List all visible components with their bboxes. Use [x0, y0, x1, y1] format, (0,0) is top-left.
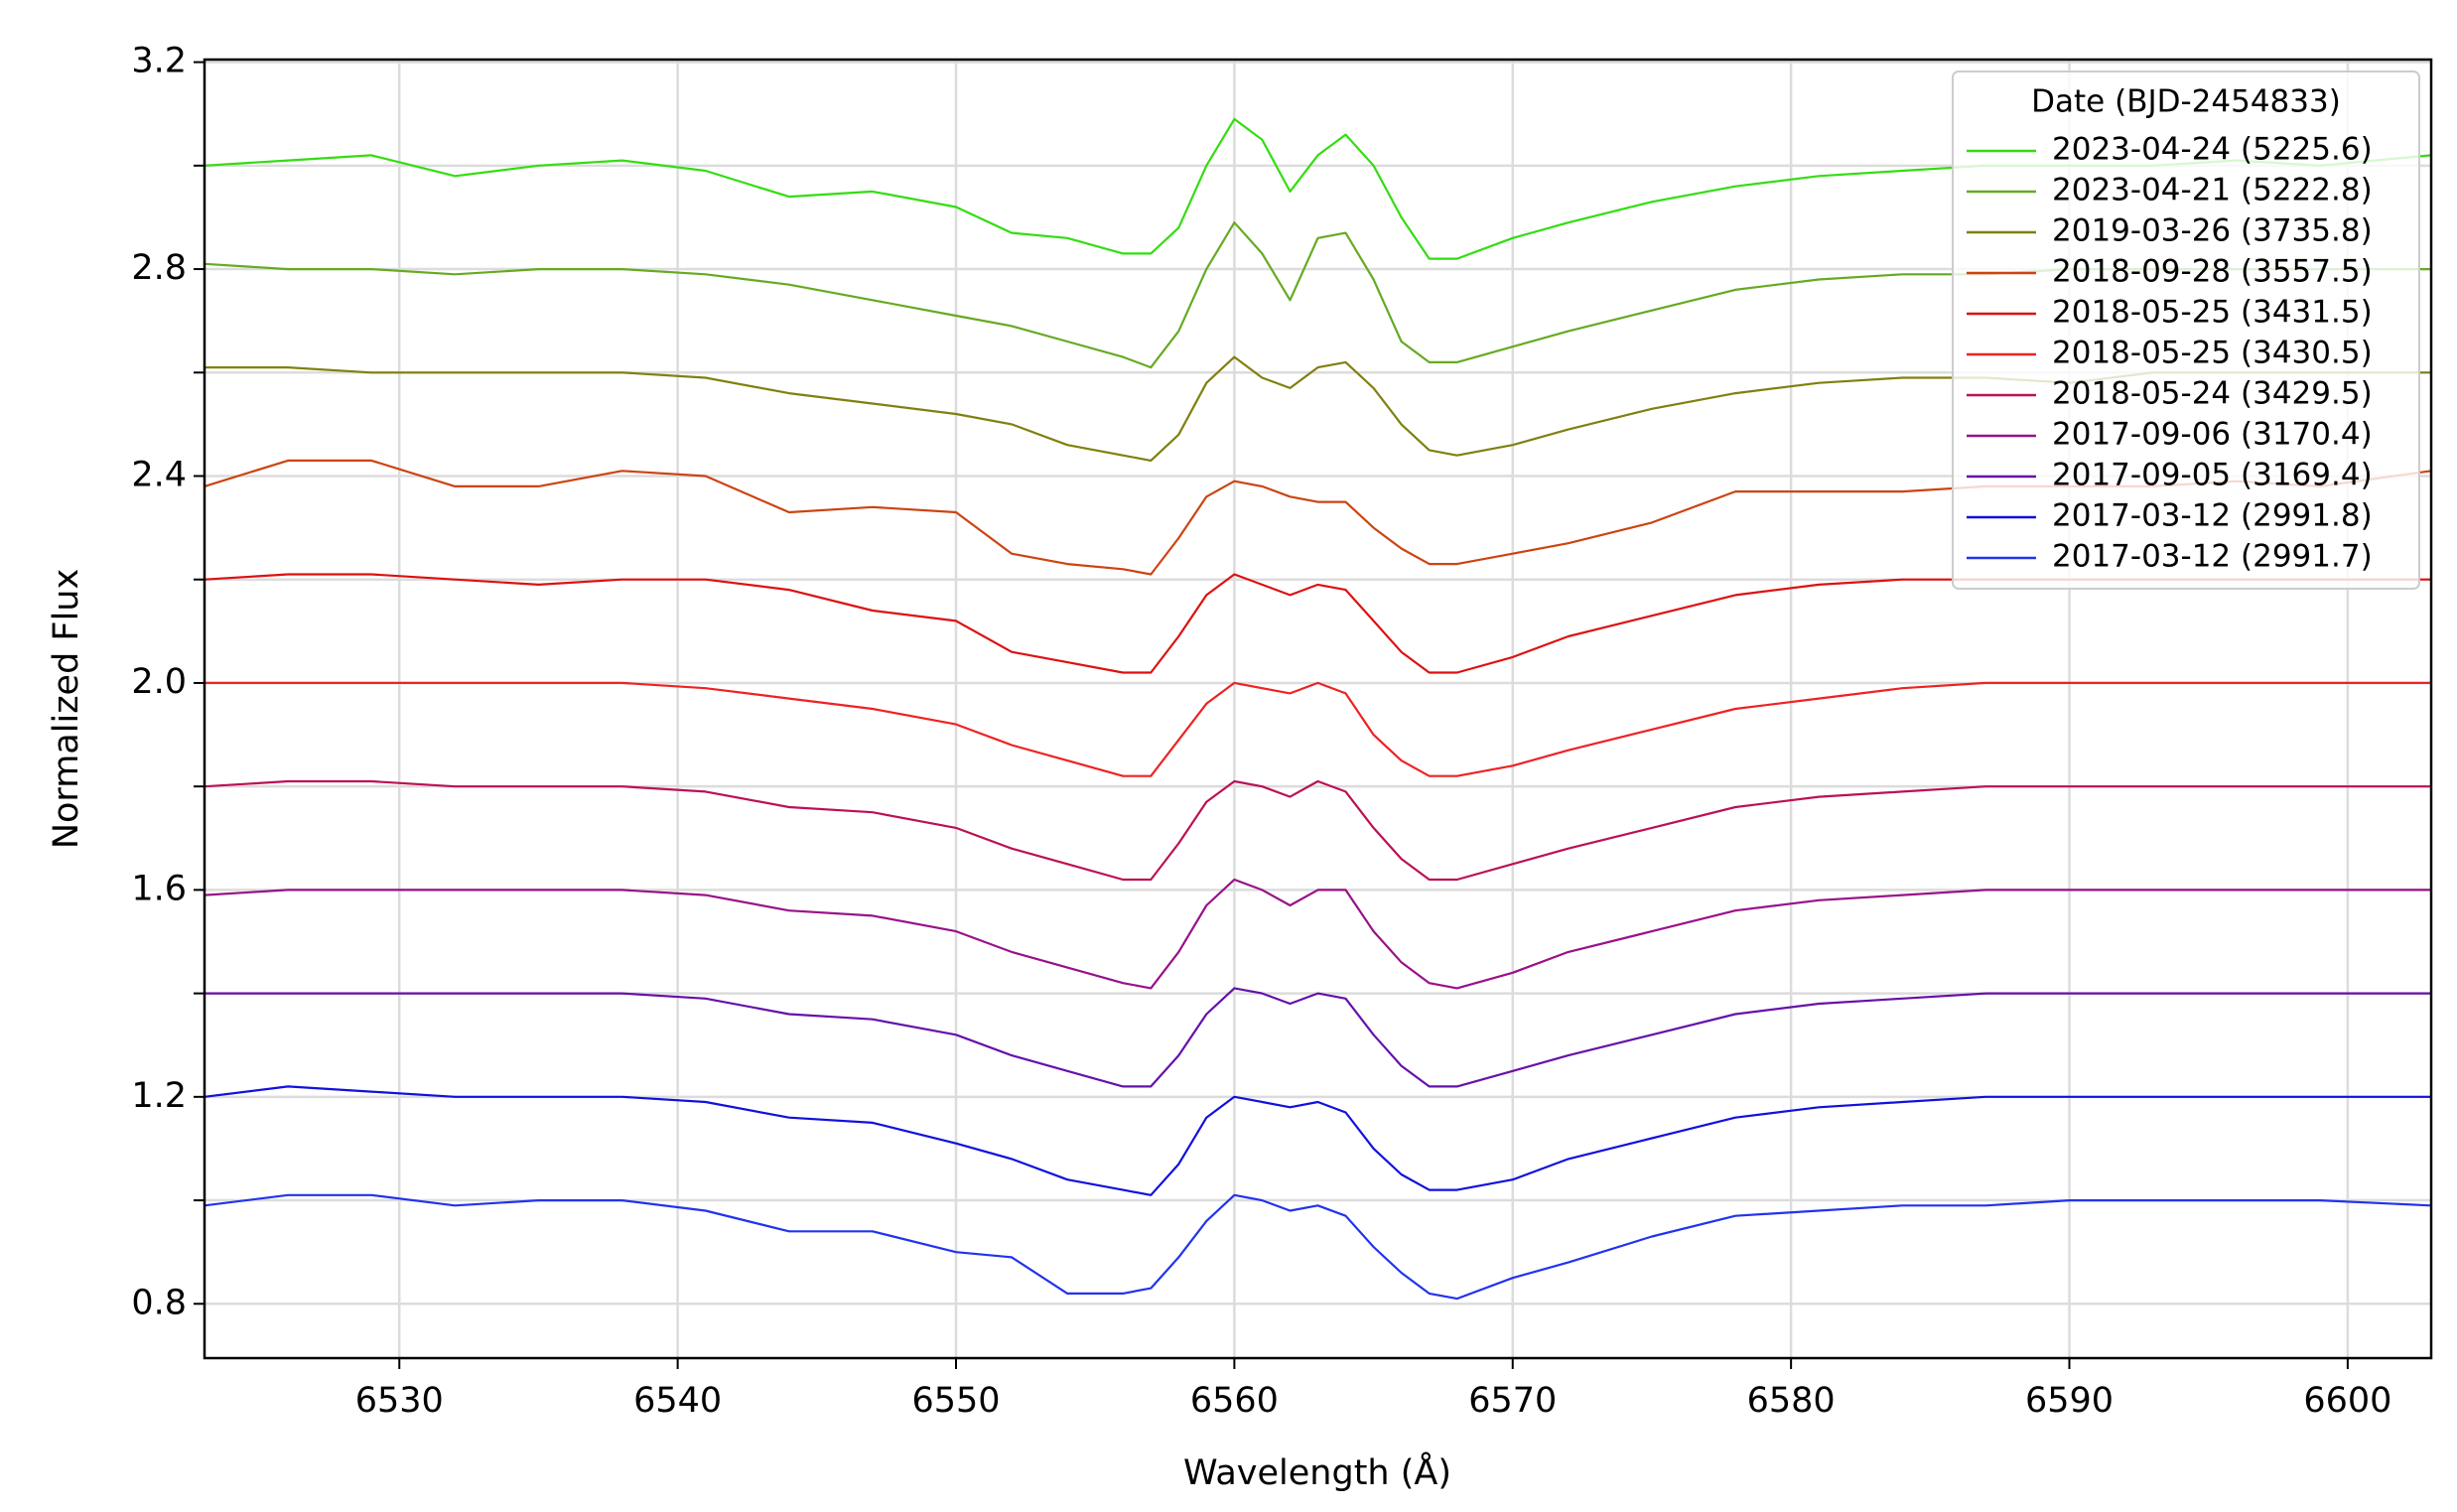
y-tick-label: 1.6 [131, 869, 187, 908]
legend-label: 2017-09-06 (3170.4) [2052, 417, 2373, 453]
legend-label: 2018-05-25 (3431.5) [2052, 295, 2373, 331]
y-axis-label: Normalized Flux [47, 569, 86, 849]
spectrum-line [204, 1085, 2431, 1196]
spectrum-line [204, 1193, 2432, 1301]
spectrum-line [205, 987, 2431, 1088]
legend-label: 2023-04-24 (5225.6) [2052, 132, 2373, 168]
spectrum-line [204, 573, 2431, 674]
legend-label: 2017-09-05 (3169.4) [2052, 458, 2373, 493]
legend: Date (BJD-2454833) 2023-04-24 (5225.6) 202… [1952, 70, 2420, 590]
x-tick-label: 6530 [355, 1381, 444, 1421]
spectrum-line [205, 355, 2431, 462]
x-tick-label: 6550 [911, 1381, 1000, 1421]
x-tick-label: 6540 [633, 1381, 722, 1421]
spectrum-line [204, 779, 2431, 882]
legend-label: 2018-09-28 (3557.5) [2052, 254, 2373, 290]
x-axis-label: Wavelength (Å) [1183, 1450, 1451, 1493]
x-tick-label: 6580 [1747, 1381, 1836, 1421]
plot-frame [203, 58, 2433, 1360]
spectrum-line [204, 878, 2431, 990]
y-tick-label: 1.2 [131, 1076, 187, 1116]
legend-label: 2018-05-25 (3430.5) [2052, 336, 2373, 371]
legend-title: Date (BJD-2454833) [2031, 84, 2341, 120]
legend-label: 2023-04-21 (5222.8) [2052, 173, 2373, 208]
x-tick-label: 6570 [1468, 1381, 1557, 1421]
legend-label: 2017-03-12 (2991.7) [2052, 539, 2373, 575]
legend-label: 2019-03-26 (3735.8) [2052, 213, 2373, 249]
spectrum-line [204, 117, 2432, 260]
y-tick-label: 0.8 [131, 1283, 187, 1322]
x-tick-label: 6590 [2025, 1381, 2114, 1421]
y-tick-label: 3.2 [131, 42, 187, 81]
spectrum-line [205, 681, 2431, 777]
spectrum-line [204, 221, 2431, 369]
y-tick-label: 2.8 [131, 248, 187, 288]
legend-label: 2018-05-24 (3429.5) [2052, 376, 2373, 412]
y-tick-label: 2.0 [131, 662, 187, 702]
spectrum-line [204, 459, 2432, 576]
legend-label: 2017-03-12 (2991.8) [2052, 498, 2373, 534]
x-tick-label: 6560 [1190, 1381, 1279, 1421]
legend-box [1952, 70, 2420, 590]
x-tick-label: 6600 [2303, 1381, 2391, 1421]
y-tick-label: 2.4 [131, 455, 187, 494]
